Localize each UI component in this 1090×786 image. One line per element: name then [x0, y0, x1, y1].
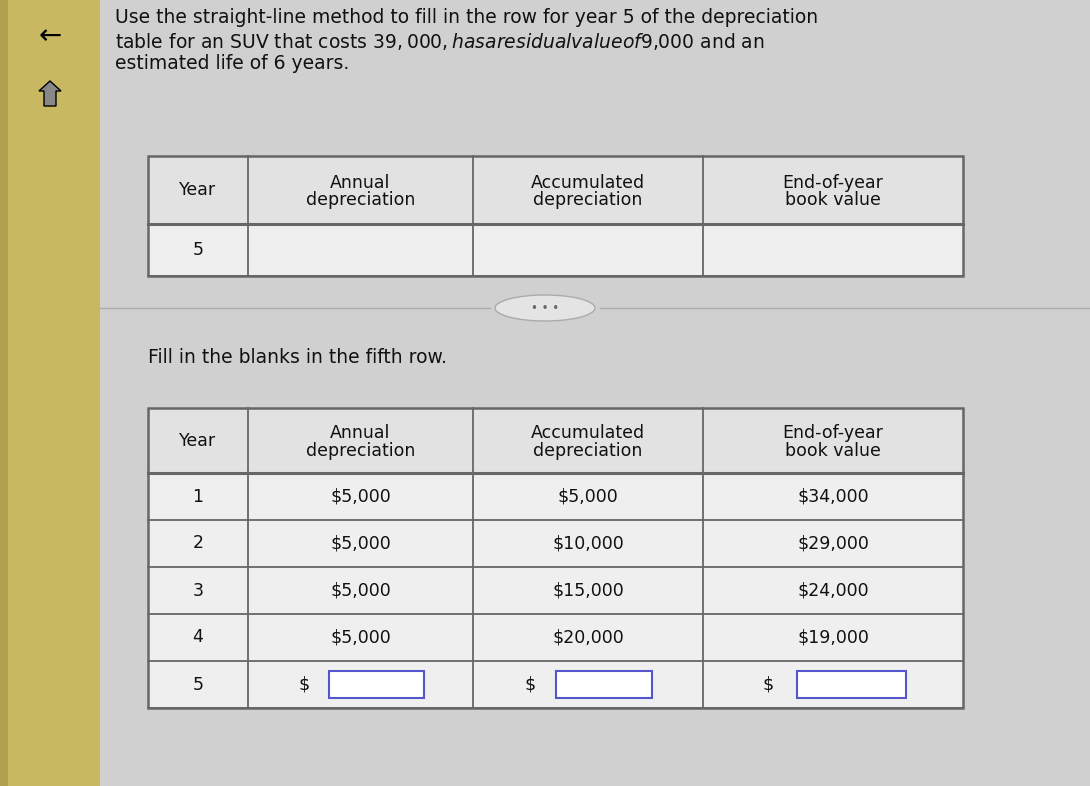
Bar	[148, 408, 962, 708]
Bar	[148, 567, 962, 614]
Bar	[0, 0, 8, 786]
Text: 5: 5	[193, 241, 204, 259]
Text: 5: 5	[193, 675, 204, 693]
Text: 3: 3	[193, 582, 204, 600]
Text: $5,000: $5,000	[330, 629, 391, 647]
Text: Use the straight-line method to fill in the row for year 5 of the depreciation: Use the straight-line method to fill in …	[116, 8, 819, 27]
Text: Year: Year	[180, 432, 217, 450]
Text: table for an SUV that costs $39,000, has a residual value of $9,000 and an: table for an SUV that costs $39,000, has…	[116, 31, 765, 52]
Text: depreciation: depreciation	[533, 442, 643, 460]
Text: book value: book value	[785, 442, 881, 460]
Bar	[148, 224, 962, 276]
Bar	[0, 0, 100, 786]
Text: $29,000: $29,000	[797, 534, 869, 553]
Text: $15,000: $15,000	[553, 582, 623, 600]
Text: $: $	[299, 675, 310, 693]
FancyArrow shape	[39, 81, 61, 106]
Bar	[148, 614, 962, 661]
Bar	[148, 661, 962, 708]
Text: $19,000: $19,000	[797, 629, 869, 647]
Text: Fill in the blanks in the fifth row.: Fill in the blanks in the fifth row.	[148, 348, 447, 367]
Text: Annual: Annual	[330, 424, 390, 443]
Text: $5,000: $5,000	[330, 582, 391, 600]
Text: Year: Year	[180, 181, 217, 199]
Bar	[329, 671, 424, 698]
Text: $10,000: $10,000	[553, 534, 623, 553]
Text: book value: book value	[785, 191, 881, 209]
Text: Accumulated: Accumulated	[531, 174, 645, 192]
Text: End-of-year: End-of-year	[783, 424, 883, 443]
Bar	[148, 520, 962, 567]
Text: $5,000: $5,000	[330, 534, 391, 553]
Bar	[797, 671, 906, 698]
Text: estimated life of 6 years.: estimated life of 6 years.	[116, 54, 349, 73]
Text: $34,000: $34,000	[797, 487, 869, 505]
Text: 1: 1	[193, 487, 204, 505]
Bar	[556, 671, 653, 698]
Text: $5,000: $5,000	[330, 487, 391, 505]
Bar	[148, 156, 962, 224]
Text: $: $	[525, 675, 536, 693]
Bar	[148, 473, 962, 520]
Bar	[148, 408, 962, 708]
Text: Annual: Annual	[330, 174, 390, 192]
Text: • • •: • • •	[531, 302, 559, 314]
Text: $20,000: $20,000	[553, 629, 623, 647]
Text: ←: ←	[38, 22, 62, 50]
Text: Accumulated: Accumulated	[531, 424, 645, 443]
Text: 2: 2	[193, 534, 204, 553]
Bar	[148, 156, 962, 276]
Text: depreciation: depreciation	[306, 191, 415, 209]
Text: depreciation: depreciation	[306, 442, 415, 460]
Text: End-of-year: End-of-year	[783, 174, 883, 192]
Text: $5,000: $5,000	[558, 487, 618, 505]
Ellipse shape	[495, 295, 595, 321]
Text: $24,000: $24,000	[797, 582, 869, 600]
Bar	[148, 408, 962, 473]
Text: $: $	[762, 675, 774, 693]
Bar	[148, 156, 962, 276]
Text: 4: 4	[193, 629, 204, 647]
Text: depreciation: depreciation	[533, 191, 643, 209]
